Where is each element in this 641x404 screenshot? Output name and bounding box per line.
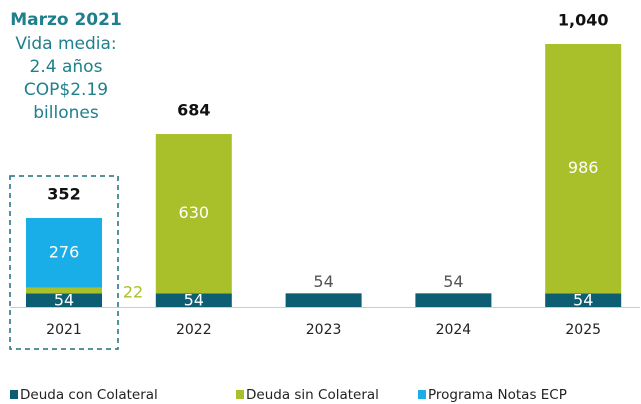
data-label: 276 — [49, 242, 80, 261]
annotation-line: Vida media: — [15, 34, 116, 54]
bar-segment — [545, 293, 622, 307]
data-label: 986 — [568, 158, 599, 177]
annotation-title: Marzo 2021 — [10, 10, 122, 30]
bar-segment — [155, 134, 232, 294]
x-tick-label: 2024 — [436, 322, 472, 338]
x-tick-label: 2023 — [306, 322, 342, 338]
x-tick-label: 2021 — [46, 322, 82, 338]
legend-label: Deuda sin Colateral — [246, 387, 379, 403]
total-label: 352 — [47, 184, 80, 203]
annotation-line: COP$2.19 — [24, 80, 108, 100]
data-label: 54 — [573, 291, 593, 310]
bar-segment — [155, 293, 232, 307]
legend-label: Deuda con Colateral — [20, 387, 158, 403]
total-label: 684 — [177, 101, 210, 120]
legend-swatch — [236, 390, 244, 399]
annotation-line: billones — [33, 103, 99, 123]
data-label: 22 — [123, 282, 143, 301]
bar-segment — [415, 293, 492, 307]
legend-label: Programa Notas ECP — [428, 387, 567, 403]
legend-swatch — [10, 390, 18, 399]
bar-segment — [26, 293, 102, 307]
total-label: 1,040 — [558, 11, 609, 30]
data-label: 54 — [443, 272, 463, 291]
legend-swatch — [418, 390, 426, 399]
annotation-line: 2.4 años — [30, 57, 103, 77]
data-label: 54 — [313, 272, 333, 291]
bar-segment — [26, 217, 102, 288]
highlight-box — [9, 175, 119, 350]
x-tick-label: 2025 — [565, 322, 601, 338]
data-label: 54 — [184, 291, 204, 310]
bar-segment — [285, 293, 362, 307]
data-label: 630 — [179, 203, 210, 222]
data-label: 54 — [54, 291, 74, 310]
bar-segment — [545, 44, 622, 294]
x-tick-label: 2022 — [176, 322, 212, 338]
bar-segment — [26, 287, 102, 294]
